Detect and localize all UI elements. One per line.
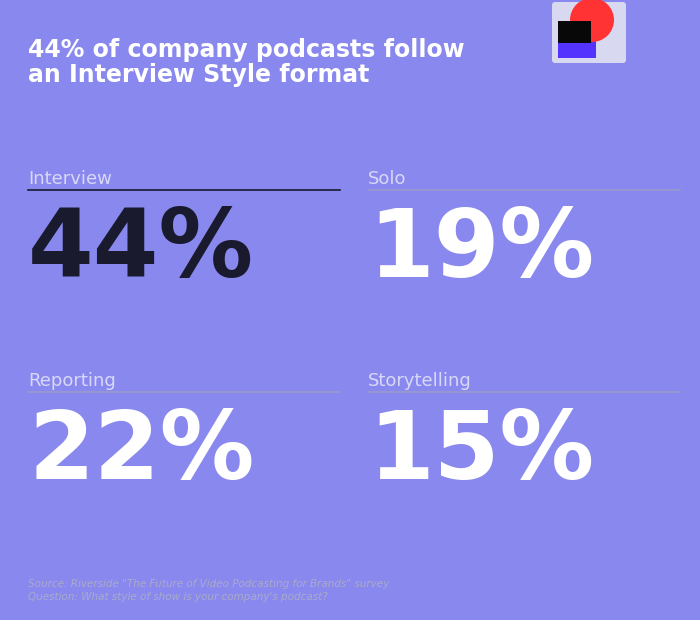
FancyBboxPatch shape: [552, 2, 626, 63]
Text: 22%: 22%: [28, 407, 254, 499]
Bar: [558, 21, 591, 43]
Text: Source: Riverside "The Future of Video Podcasting for Brands" survey
Question: W: Source: Riverside "The Future of Video P…: [28, 579, 389, 602]
Text: Solo: Solo: [368, 170, 407, 188]
Text: Reporting: Reporting: [28, 372, 116, 390]
Text: 44%: 44%: [28, 205, 254, 297]
Circle shape: [570, 0, 614, 42]
Text: an Interview Style format: an Interview Style format: [28, 63, 370, 87]
Text: Interview: Interview: [28, 170, 112, 188]
Text: 19%: 19%: [368, 205, 594, 297]
Text: Storytelling: Storytelling: [368, 372, 472, 390]
Text: 15%: 15%: [368, 407, 594, 499]
Bar: [558, 23, 596, 58]
Text: 44% of company podcasts follow: 44% of company podcasts follow: [28, 38, 465, 62]
